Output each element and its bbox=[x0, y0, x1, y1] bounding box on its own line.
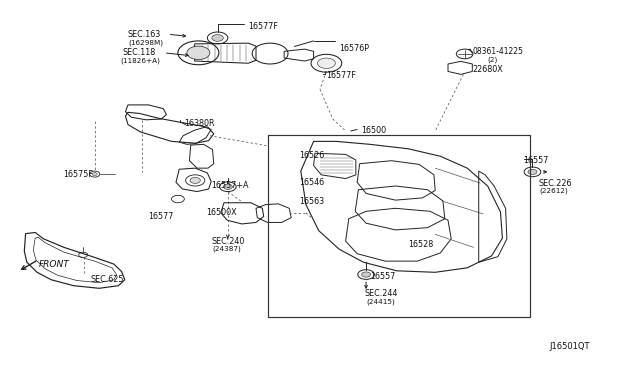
Circle shape bbox=[190, 177, 200, 183]
Text: (22612): (22612) bbox=[539, 187, 568, 194]
Text: SEC.163: SEC.163 bbox=[128, 30, 161, 39]
Text: SEC.244: SEC.244 bbox=[365, 289, 398, 298]
Circle shape bbox=[212, 35, 223, 41]
Text: 16576P: 16576P bbox=[339, 44, 369, 53]
Text: FRONT: FRONT bbox=[38, 260, 69, 269]
Text: 16380R: 16380R bbox=[184, 119, 215, 128]
Text: (24387): (24387) bbox=[212, 245, 241, 252]
Bar bbox=[268, 135, 530, 317]
Text: (11826+A): (11826+A) bbox=[120, 58, 160, 64]
Text: SEC.625: SEC.625 bbox=[91, 275, 124, 284]
Text: 16577: 16577 bbox=[148, 212, 174, 221]
Text: 16557+A: 16557+A bbox=[211, 182, 249, 190]
Circle shape bbox=[223, 184, 232, 189]
Text: 08361-41225: 08361-41225 bbox=[472, 47, 523, 56]
Circle shape bbox=[528, 169, 537, 174]
Text: 16528: 16528 bbox=[408, 240, 433, 249]
Text: 16563: 16563 bbox=[300, 197, 324, 206]
Text: (24415): (24415) bbox=[366, 298, 395, 305]
Text: 16546: 16546 bbox=[300, 178, 324, 187]
Text: 16557: 16557 bbox=[370, 272, 396, 280]
Text: 16577F: 16577F bbox=[326, 71, 356, 80]
Circle shape bbox=[362, 272, 371, 277]
Text: (16298M): (16298M) bbox=[128, 39, 163, 46]
Text: 22680X: 22680X bbox=[472, 65, 503, 74]
Text: 16557: 16557 bbox=[524, 156, 549, 165]
Circle shape bbox=[187, 46, 210, 60]
Text: SEC.226: SEC.226 bbox=[539, 179, 572, 187]
Circle shape bbox=[317, 58, 335, 68]
Text: 16575F: 16575F bbox=[63, 170, 93, 179]
Text: SEC.240: SEC.240 bbox=[211, 237, 244, 246]
Circle shape bbox=[92, 173, 97, 176]
Text: 16500: 16500 bbox=[362, 126, 387, 135]
Text: 16526: 16526 bbox=[300, 151, 324, 160]
Text: 16500X: 16500X bbox=[206, 208, 237, 217]
Text: (2): (2) bbox=[488, 56, 498, 63]
Text: SEC.118: SEC.118 bbox=[123, 48, 156, 57]
Text: 16577F: 16577F bbox=[248, 22, 278, 31]
Text: J16501QT: J16501QT bbox=[549, 342, 589, 351]
